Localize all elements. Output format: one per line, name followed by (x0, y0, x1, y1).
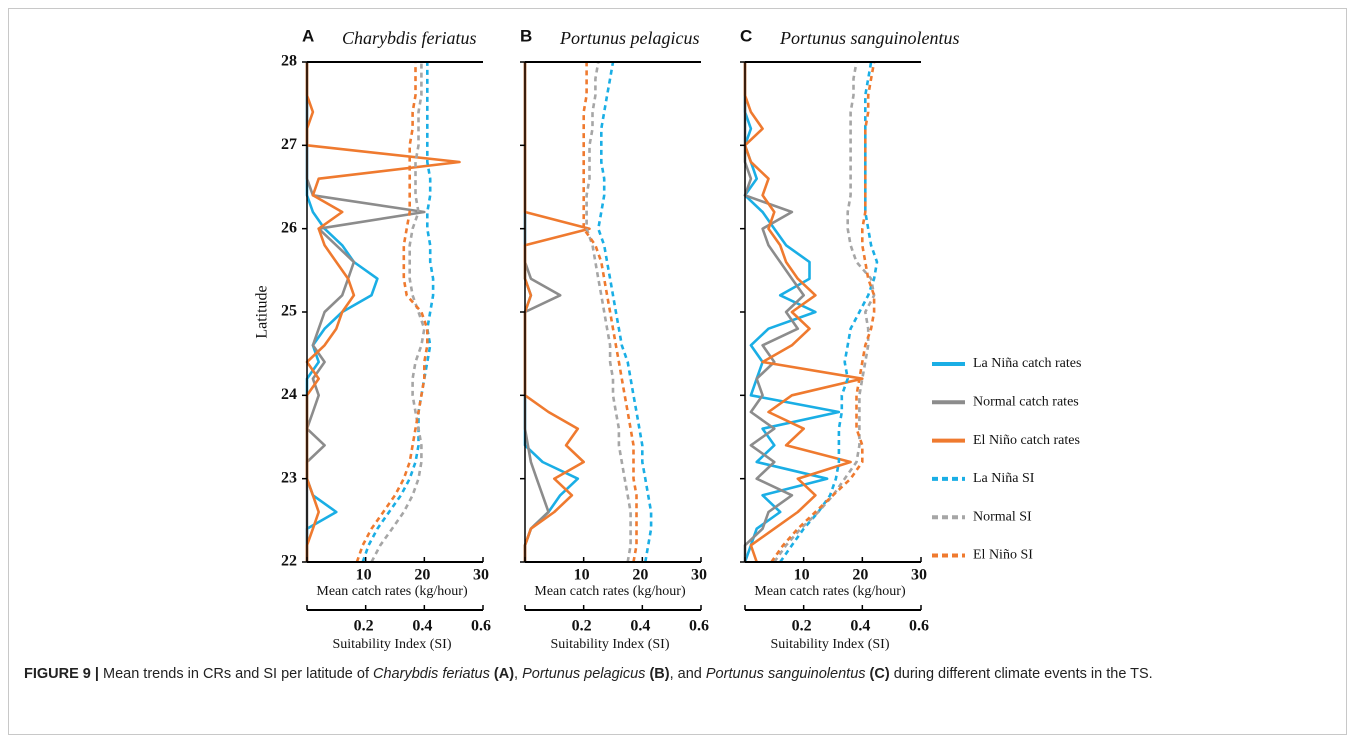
series-line (779, 61, 879, 563)
legend-label: El Niño SI (973, 548, 1033, 563)
y-tick-label: 25 (281, 303, 297, 320)
panel-label: C (740, 26, 752, 45)
legend-label: Normal SI (973, 509, 1032, 524)
x2-tick-label: 0.6 (909, 618, 929, 635)
caption-part: Portunus sanguinolentus (705, 666, 866, 682)
x-tick-label: 30 (473, 567, 489, 584)
caption-part: during different climate events in the T… (889, 666, 1153, 682)
series-line (523, 62, 580, 562)
series-line (523, 62, 591, 562)
x-tick-label: 10 (356, 567, 372, 584)
panel-title: Charybdis feriatus (342, 28, 477, 48)
x-tick-label: 10 (794, 567, 810, 584)
x2-tick-label: 0.2 (354, 618, 374, 635)
x2-tick-label: 0.6 (689, 618, 709, 635)
figure-border (8, 8, 1347, 735)
panel-label: A (302, 26, 314, 45)
x2-tick-label: 0.6 (471, 618, 491, 635)
x-tick-label: 20 (852, 567, 868, 584)
y-tick-label: 24 (281, 386, 297, 403)
caption-part: Charybdis feriatus (373, 666, 490, 682)
series-line (305, 62, 461, 562)
panel: B Portunus pelagicus 10 20 30 0.2 0.4 0.6 Mean c… (520, 26, 709, 652)
panel: A Charybdis feriatus Latitude 22 23 24 25 26 27 2… (254, 26, 491, 652)
series-line (305, 62, 426, 562)
x2-tick-label: 0.2 (572, 618, 592, 635)
caption: FIGURE 9 | Mean trends in CRs and SI per… (24, 662, 1324, 687)
series-line (361, 62, 435, 563)
series-line (355, 62, 429, 563)
x2-tick-label: 0.4 (850, 618, 870, 635)
caption-part: , and (669, 666, 706, 682)
legend-label: La Niña catch rates (973, 356, 1081, 371)
panel: C Portunus sanguinolentus 10 20 30 0.2 0.4 0.6 M… (740, 26, 960, 652)
x-tick-label: 30 (691, 567, 707, 584)
caption-part: (C) (865, 666, 890, 682)
y-tick-label: 26 (281, 219, 297, 236)
x-axis-label: Mean catch rates (kg/hour) (754, 584, 906, 599)
x2-axis-label: Suitability Index (SI) (771, 637, 890, 652)
x-tick-label: 10 (574, 567, 590, 584)
y-tick-label: 23 (281, 469, 297, 486)
y-tick-label: 22 (281, 553, 297, 570)
caption-part: , (514, 666, 523, 682)
x-tick-label: 20 (632, 567, 648, 584)
panel-title: Portunus pelagicus (559, 28, 700, 48)
caption-part: (B) (645, 666, 670, 682)
series-line (370, 62, 426, 563)
series-line (523, 62, 562, 562)
x-tick-label: 30 (911, 567, 927, 584)
caption-part: (A) (489, 666, 515, 682)
series-line (585, 61, 632, 563)
x-axis-label: Mean catch rates (kg/hour) (534, 584, 686, 599)
series-line (773, 61, 876, 563)
x2-tick-label: 0.4 (630, 618, 650, 635)
x2-axis-label: Suitability Index (SI) (551, 637, 670, 652)
y-axis-label: Latitude (254, 285, 271, 338)
legend-label: El Niño catch rates (973, 433, 1080, 448)
panel-label: B (520, 26, 532, 45)
x-axis-label: Mean catch rates (kg/hour) (316, 584, 468, 599)
x2-tick-label: 0.4 (412, 618, 432, 635)
y-tick-label: 28 (281, 53, 297, 70)
series-line (582, 62, 638, 563)
legend-label: La Niña SI (973, 471, 1035, 486)
caption-part: FIGURE 9 | (24, 666, 99, 682)
x-tick-label: 20 (414, 567, 430, 584)
panel-title: Portunus sanguinolentus (779, 28, 960, 48)
x2-tick-label: 0.2 (792, 618, 812, 635)
series-line (743, 62, 864, 563)
y-tick-label: 27 (281, 136, 297, 153)
series-line (770, 61, 876, 563)
legend-label: Normal catch rates (973, 395, 1079, 410)
x2-axis-label: Suitability Index (SI) (333, 637, 452, 652)
series-line (597, 61, 653, 563)
caption-part: Portunus pelagicus (522, 666, 646, 682)
caption-part: Mean trends in CRs and SI per latitude o… (98, 666, 374, 682)
